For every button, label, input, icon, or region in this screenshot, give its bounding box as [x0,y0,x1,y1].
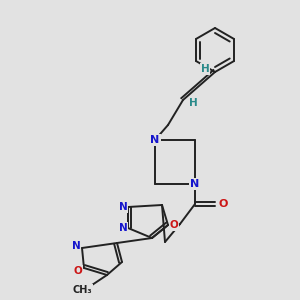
Text: N: N [118,202,127,212]
Text: O: O [169,220,178,230]
Text: N: N [118,223,127,233]
Text: CH₃: CH₃ [72,285,92,295]
Text: O: O [74,266,82,276]
Text: O: O [218,199,228,209]
Text: H: H [189,98,197,108]
Text: H: H [201,64,209,74]
Text: N: N [190,179,200,189]
Text: N: N [150,135,160,145]
Text: N: N [72,241,80,251]
